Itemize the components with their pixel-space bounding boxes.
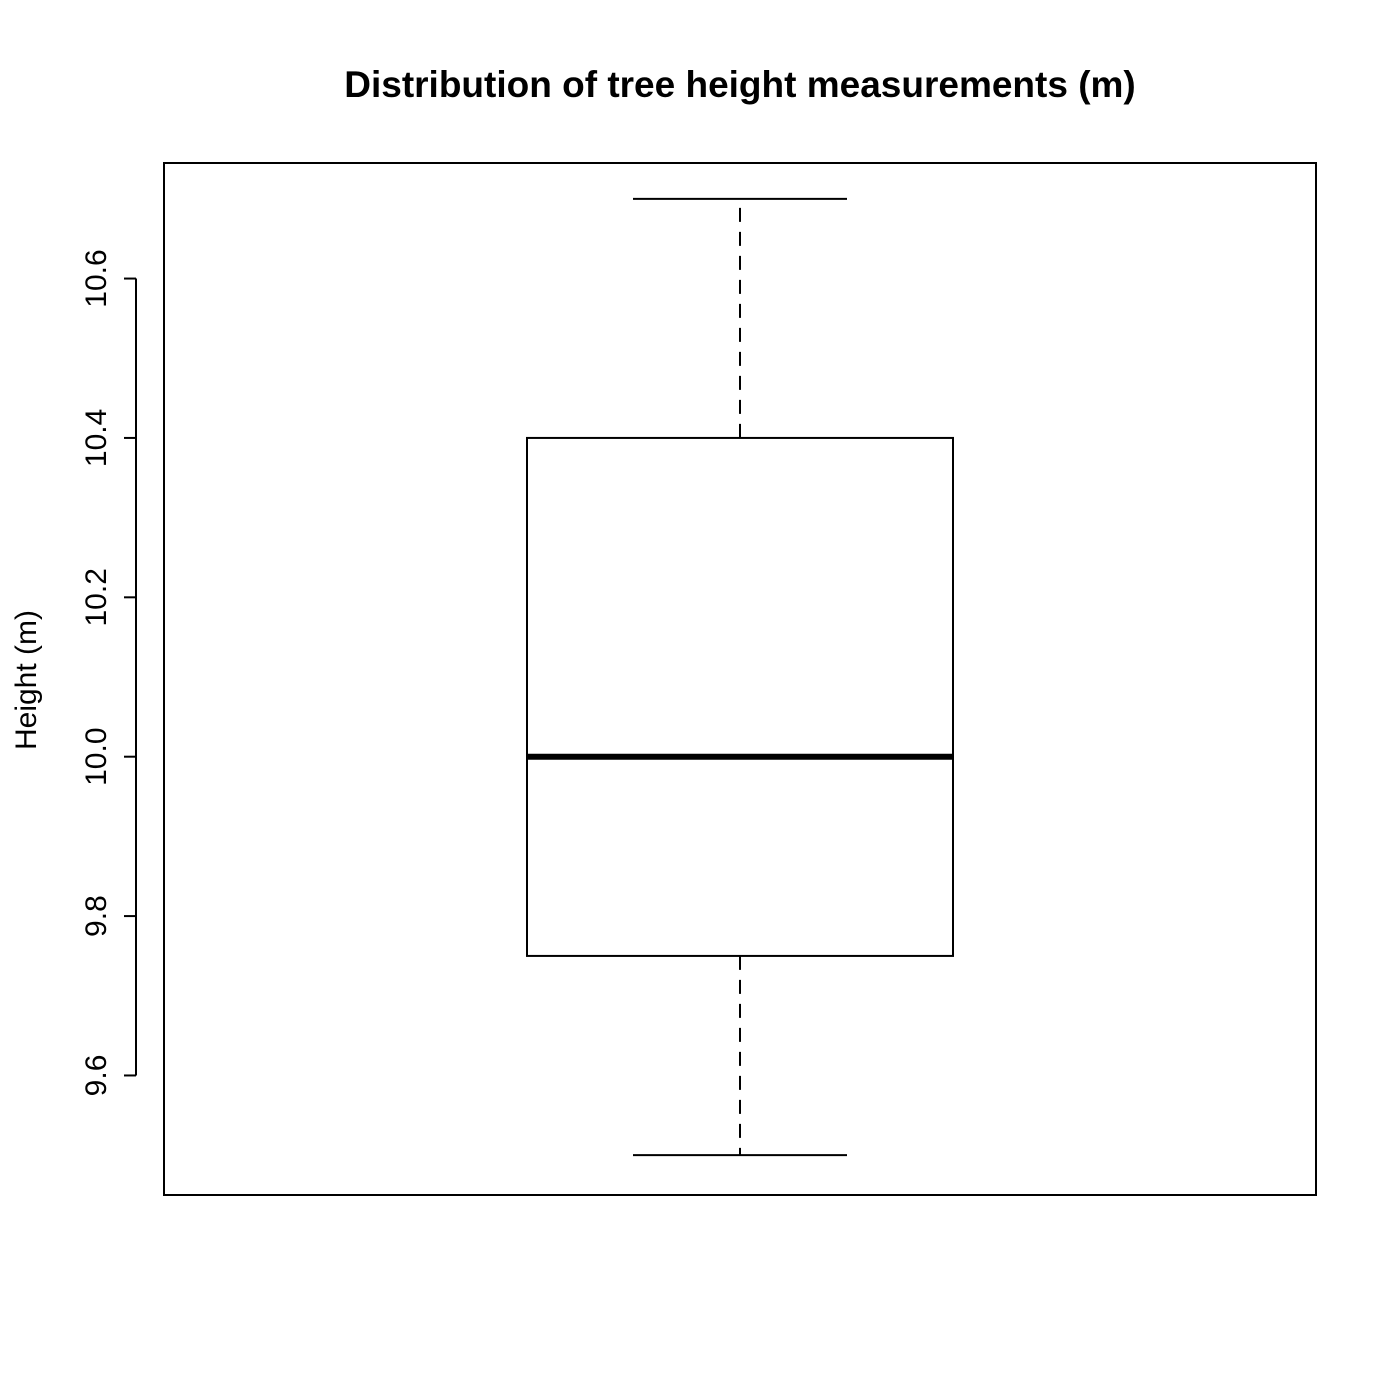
y-axis-label: Height (m) [10,610,43,750]
y-tick-label: 10.0 [80,728,113,786]
y-tick-label: 10.6 [80,249,113,307]
y-tick-label: 9.8 [80,895,113,937]
box-plot [526,197,954,1157]
y-tick-label: 10.4 [80,409,113,467]
y-axis: 9.6 9.8 10.0 10.2 10.4 10.6 [80,249,137,1097]
chart-title: Distribution of tree height measurements… [344,64,1136,105]
plot-frame [163,162,1317,1196]
iqr-box [526,436,954,957]
y-tick-label: 9.6 [80,1055,113,1097]
y-tick-label: 10.2 [80,568,113,626]
